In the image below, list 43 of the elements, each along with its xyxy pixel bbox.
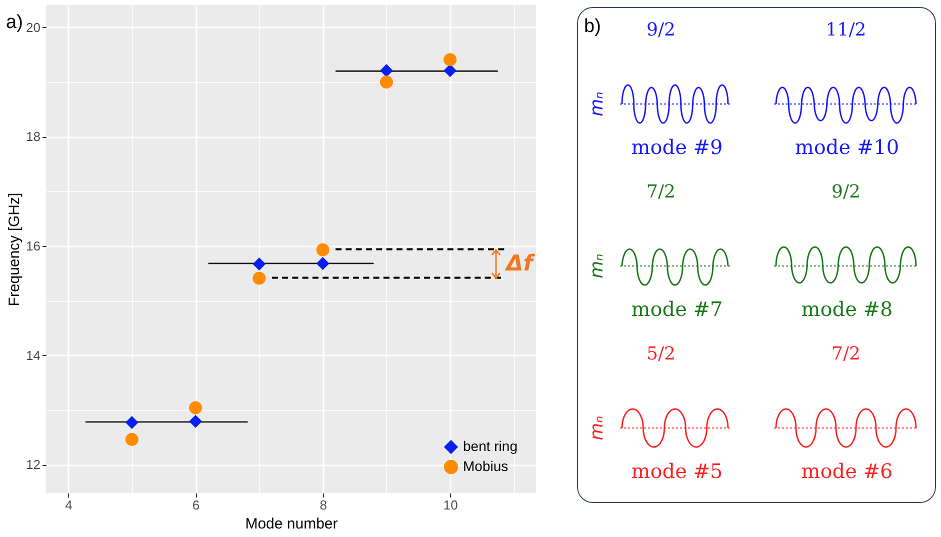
text: mode #7 — [631, 297, 723, 321]
text: mₙ — [586, 92, 608, 116]
point — [252, 272, 266, 285]
text: mode #5 — [631, 459, 723, 483]
y-axis-title: Frequency [GHz] — [6, 192, 24, 306]
legend-label: bent ring — [463, 438, 518, 454]
text: 5/2 — [646, 344, 676, 364]
point — [316, 243, 330, 256]
text: 9/2 — [646, 20, 676, 40]
point — [125, 416, 138, 430]
point — [380, 64, 393, 78]
text: b) — [584, 16, 601, 38]
text: mode #8 — [801, 297, 893, 321]
y-tick-label: 20 — [26, 20, 40, 35]
point — [189, 414, 202, 428]
x-tick-label: 10 — [443, 498, 458, 512]
point — [252, 258, 266, 271]
y-tick-label: 12 — [26, 457, 40, 472]
point — [189, 401, 202, 414]
point — [125, 432, 138, 446]
text: 11/2 — [826, 20, 866, 40]
y-tick-label: 18 — [26, 129, 40, 144]
y-tick-label: 14 — [26, 348, 40, 363]
x-tick-label: 8 — [320, 498, 327, 512]
text: mode #6 — [801, 459, 893, 483]
text: mₙ — [586, 416, 608, 440]
y-tick-label: 16 — [26, 238, 40, 254]
point — [316, 256, 330, 270]
text: mₙ — [586, 254, 608, 278]
chart-title: a) — [6, 12, 23, 34]
point — [380, 76, 393, 89]
point — [444, 53, 457, 66]
annotation: Δf — [504, 251, 536, 276]
x-tick-label: 4 — [65, 498, 72, 512]
text: 9/2 — [832, 182, 860, 202]
point — [444, 64, 457, 78]
x-axis-title: Mode number — [245, 516, 338, 532]
text: mode #10 — [794, 135, 900, 159]
text: 7/2 — [646, 182, 676, 202]
text: mode #9 — [631, 135, 723, 159]
legend-label: Mobius — [463, 458, 508, 474]
x-tick-label: 6 — [192, 498, 200, 512]
text: 7/2 — [832, 344, 860, 364]
